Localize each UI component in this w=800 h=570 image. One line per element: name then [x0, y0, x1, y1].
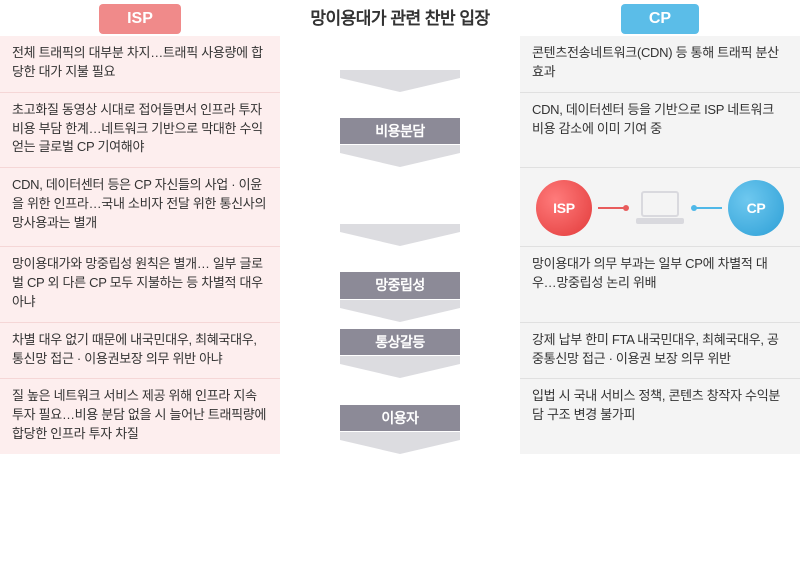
chevron-down-icon: [340, 145, 460, 167]
category-tag: 망중립성: [340, 272, 460, 298]
cp-pill: CP: [621, 4, 699, 33]
connector-line: [598, 207, 626, 209]
isp-cell: 전체 트래픽의 대부분 차지…트래픽 사용량에 합당한 대가 지불 필요: [0, 36, 280, 92]
page-title: 망이용대가 관련 찬반 입장: [280, 7, 520, 32]
chevron-down-icon: [340, 300, 460, 322]
chevron-down-icon: [340, 224, 460, 246]
center-cell: 통상갈등: [280, 322, 520, 379]
cp-cell: 입법 시 국내 서비스 정책, 콘텐츠 창작자 수익분담 구조 변경 불가피: [520, 378, 800, 454]
cp-circle-icon: CP: [728, 180, 784, 236]
category-tag: 통상갈등: [340, 329, 460, 355]
cp-header: CP: [520, 4, 800, 33]
center-cell: 비용분담: [280, 92, 520, 168]
isp-cell: 초고화질 동영상 시대로 접어들면서 인프라 투자 비용 부담 한계…네트워크 …: [0, 92, 280, 168]
table-row: CDN, 데이터센터 등은 CP 자신들의 사업 · 이윤을 위한 인프라…국내…: [0, 167, 800, 246]
category-tag: 이용자: [340, 405, 460, 431]
connector-line: [694, 207, 722, 209]
cp-cell: 콘텐츠전송네트워크(CDN) 등 통해 트래픽 분산 효과: [520, 36, 800, 92]
cp-text: 강제 납부 한미 FTA 내국민대우, 최혜국대우, 공중통신망 접근 · 이용…: [532, 331, 788, 369]
isp-text: 전체 트래픽의 대부분 차지…트래픽 사용량에 합당한 대가 지불 필요: [12, 44, 268, 82]
chevron-down-icon: [340, 432, 460, 454]
center-cell: [280, 167, 520, 246]
center-cell: [280, 36, 520, 92]
cp-text: 콘텐츠전송네트워크(CDN) 등 통해 트래픽 분산 효과: [532, 44, 788, 82]
center-cell: 망중립성: [280, 246, 520, 322]
chevron-down-icon: [340, 70, 460, 92]
cp-cell: 망이용대가 의무 부과는 일부 CP에 차별적 대우…망중립성 논리 위배: [520, 246, 800, 322]
cp-text: 망이용대가 의무 부과는 일부 CP에 차별적 대우…망중립성 논리 위배: [532, 255, 788, 293]
table-row: 질 높은 네트워크 서비스 제공 위해 인프라 지속 투자 필요…비용 분담 없…: [0, 378, 800, 454]
cp-cell-diagram: ISP CP: [520, 167, 800, 246]
isp-pill: ISP: [99, 4, 181, 33]
table-row: 전체 트래픽의 대부분 차지…트래픽 사용량에 합당한 대가 지불 필요 콘텐츠…: [0, 36, 800, 92]
isp-text: 망이용대가와 망중립성 원칙은 별개… 일부 글로벌 CP 외 다른 CP 모두…: [12, 255, 268, 312]
chevron-down-icon: [340, 356, 460, 378]
isp-header: ISP: [0, 4, 280, 33]
table-row: 차별 대우 없기 때문에 내국민대우, 최혜국대우, 통신망 접근 · 이용권보…: [0, 322, 800, 379]
laptop-icon: [632, 188, 688, 228]
center-cell: 이용자: [280, 378, 520, 454]
cp-text: CDN, 데이터센터 등을 기반으로 ISP 네트워크 비용 감소에 이미 기여…: [532, 101, 788, 139]
isp-cell: 망이용대가와 망중립성 원칙은 별개… 일부 글로벌 CP 외 다른 CP 모두…: [0, 246, 280, 322]
isp-cell: CDN, 데이터센터 등은 CP 자신들의 사업 · 이윤을 위한 인프라…국내…: [0, 167, 280, 246]
category-tag: 비용분담: [340, 118, 460, 144]
isp-text: 질 높은 네트워크 서비스 제공 위해 인프라 지속 투자 필요…비용 분담 없…: [12, 387, 268, 444]
isp-text: 초고화질 동영상 시대로 접어들면서 인프라 투자 비용 부담 한계…네트워크 …: [12, 101, 268, 158]
isp-cell: 질 높은 네트워크 서비스 제공 위해 인프라 지속 투자 필요…비용 분담 없…: [0, 378, 280, 454]
cp-cell: 강제 납부 한미 FTA 내국민대우, 최혜국대우, 공중통신망 접근 · 이용…: [520, 322, 800, 379]
isp-text: 차별 대우 없기 때문에 내국민대우, 최혜국대우, 통신망 접근 · 이용권보…: [12, 331, 268, 369]
isp-circle-icon: ISP: [536, 180, 592, 236]
isp-text: CDN, 데이터센터 등은 CP 자신들의 사업 · 이윤을 위한 인프라…국내…: [12, 176, 268, 233]
isp-cp-diagram: ISP CP: [530, 174, 790, 242]
comparison-grid: 전체 트래픽의 대부분 차지…트래픽 사용량에 합당한 대가 지불 필요 콘텐츠…: [0, 36, 800, 570]
cp-circle-label: CP: [747, 198, 766, 218]
header-row: ISP 망이용대가 관련 찬반 입장 CP: [0, 0, 800, 36]
table-row: 초고화질 동영상 시대로 접어들면서 인프라 투자 비용 부담 한계…네트워크 …: [0, 92, 800, 168]
cp-text: 입법 시 국내 서비스 정책, 콘텐츠 창작자 수익분담 구조 변경 불가피: [532, 387, 788, 425]
isp-circle-label: ISP: [553, 198, 575, 218]
table-row: 망이용대가와 망중립성 원칙은 별개… 일부 글로벌 CP 외 다른 CP 모두…: [0, 246, 800, 322]
isp-cell: 차별 대우 없기 때문에 내국민대우, 최혜국대우, 통신망 접근 · 이용권보…: [0, 322, 280, 379]
cp-cell: CDN, 데이터센터 등을 기반으로 ISP 네트워크 비용 감소에 이미 기여…: [520, 92, 800, 168]
